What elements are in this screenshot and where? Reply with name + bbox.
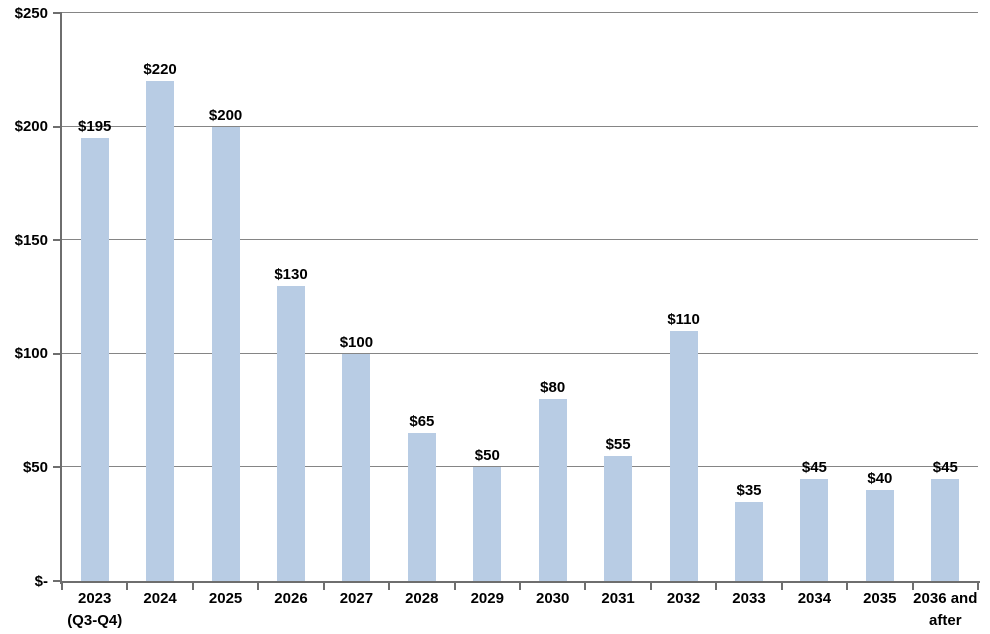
x-axis-label: 2031	[601, 590, 635, 607]
bar-value-label: $65	[409, 413, 435, 431]
bar	[407, 433, 436, 581]
y-axis-tick-label: $150	[14, 231, 48, 249]
bar-value-label: $45	[932, 458, 958, 476]
bar-value-label: $35	[736, 481, 762, 499]
gridline	[62, 352, 978, 354]
bar	[800, 478, 829, 581]
bar	[277, 285, 305, 581]
x-axis-label: 2025	[208, 590, 243, 607]
x-axis-tick	[649, 583, 652, 590]
x-axis-line	[60, 581, 980, 583]
x-axis-label: 2036 and after	[913, 590, 978, 629]
y-axis-tick-label: $50	[22, 458, 48, 476]
bar-value-label: $50	[474, 447, 500, 465]
x-axis-tick	[257, 583, 260, 590]
bar	[931, 478, 960, 581]
x-axis-tick	[453, 583, 456, 590]
y-axis-tick-label: $100	[14, 345, 48, 363]
bar-value-label: $200	[208, 106, 243, 124]
x-axis-tick	[846, 583, 849, 590]
bar	[473, 467, 502, 581]
x-axis-label: 2027	[339, 590, 374, 607]
bar	[604, 456, 633, 581]
x-axis-label: 2033	[732, 590, 766, 607]
bar-value-label: $55	[605, 436, 631, 453]
bar-value-label: $100	[339, 333, 374, 351]
x-axis-label: 2028	[405, 590, 439, 607]
bar	[735, 501, 763, 581]
gridline	[62, 12, 978, 13]
bar-value-label: $220	[143, 61, 177, 79]
bar-value-label: $80	[540, 379, 566, 397]
y-axis-tick	[53, 125, 62, 128]
x-axis-tick	[584, 583, 587, 590]
x-axis-tick	[780, 583, 783, 590]
x-axis-tick	[911, 583, 914, 590]
bar-value-label: $45	[801, 458, 827, 476]
bar	[669, 331, 698, 581]
x-axis-label: 2035	[863, 590, 897, 607]
x-axis-label: 2032	[666, 590, 701, 607]
x-axis-tick	[977, 583, 979, 590]
y-axis-tick	[53, 466, 62, 469]
bar	[211, 126, 240, 581]
x-axis-tick	[126, 583, 129, 590]
bar	[538, 399, 567, 581]
y-axis-tick	[53, 580, 62, 582]
x-axis-tick	[61, 583, 63, 590]
bar-value-label: $110	[667, 311, 700, 329]
y-axis-tick	[53, 239, 62, 242]
gridline	[62, 239, 978, 241]
y-axis-tick	[53, 352, 62, 355]
x-axis-label: 2026	[274, 590, 308, 607]
x-axis-label: 2030	[536, 590, 570, 607]
bar	[865, 490, 894, 581]
x-axis-tick	[519, 583, 521, 590]
plot-area: $195 $220 $200 $130 $100 $65 $50 $80 $55 $110 $35 $…	[53, 12, 980, 590]
x-axis-label: 2034	[797, 590, 832, 607]
bar	[342, 353, 371, 581]
y-axis-tick-label: $200	[14, 118, 48, 136]
y-axis-tick	[53, 12, 62, 14]
bar-value-label: $130	[274, 265, 308, 283]
x-axis-tick	[715, 583, 718, 590]
y-axis-tick-label: $-	[34, 572, 48, 590]
bar	[146, 81, 175, 581]
x-axis-tick	[191, 583, 194, 590]
y-axis-line	[60, 12, 62, 584]
gridline	[62, 466, 978, 468]
x-axis-tick	[322, 583, 325, 590]
x-axis-label: 2024	[143, 590, 177, 607]
x-axis-label: 2023 (Q3-Q4)	[67, 590, 123, 629]
x-axis-tick	[388, 583, 391, 590]
y-axis-tick-label: $250	[14, 4, 48, 22]
x-axis-label: 2029	[470, 590, 504, 607]
gridline	[62, 125, 978, 127]
bar-value-label: $195	[78, 118, 112, 135]
bar-value-label: $40	[867, 470, 893, 488]
bar	[80, 138, 109, 581]
